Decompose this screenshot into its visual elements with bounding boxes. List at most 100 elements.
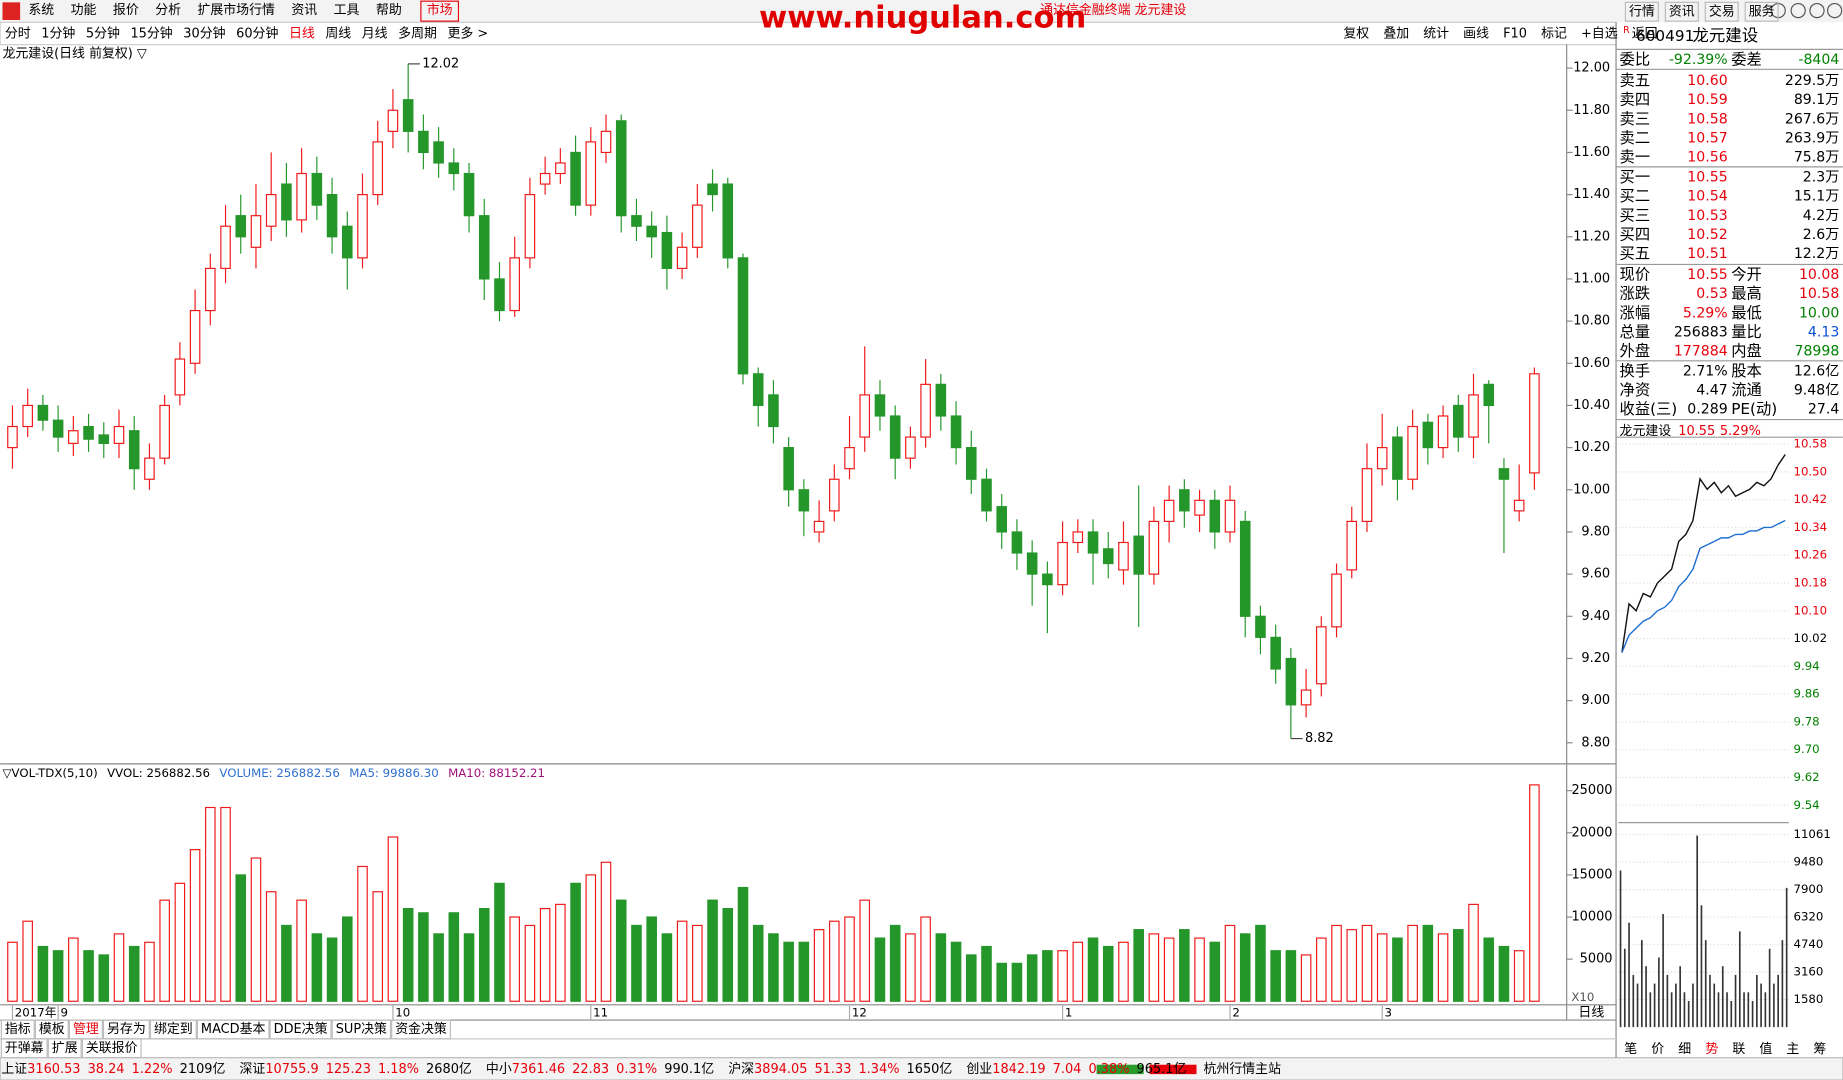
period-button[interactable]: 月线	[362, 27, 388, 42]
quote-label: 外盘	[1620, 342, 1651, 360]
bottom-tab[interactable]: 绑定到	[154, 1022, 193, 1037]
mini-tab[interactable]: 细	[1678, 1042, 1691, 1057]
menu-item[interactable]: 扩展市场行情	[197, 2, 275, 18]
top-button[interactable]: 交易	[1709, 3, 1735, 19]
menu-item[interactable]: 帮助	[376, 3, 402, 18]
bottom-tab[interactable]: 另存为	[107, 1022, 146, 1037]
tool-button[interactable]: F10	[1503, 27, 1527, 42]
period-button[interactable]: 15分钟	[130, 26, 172, 42]
book-volume: 4.2万	[1803, 208, 1840, 224]
bottom-tab[interactable]: 指标	[5, 1022, 31, 1037]
x-tick-label: 2017年	[15, 1006, 57, 1020]
extra-tab[interactable]: 关联报价	[86, 1041, 138, 1056]
volume-bar	[783, 941, 794, 1002]
candle-body	[1042, 573, 1053, 586]
quote-label: 流通	[1731, 381, 1762, 399]
mini-tab[interactable]: 势	[1705, 1041, 1718, 1057]
y-tick-label: 4740	[1793, 937, 1823, 951]
volume-bar	[1179, 929, 1190, 1002]
candle-body	[174, 358, 186, 396]
bottom-tab[interactable]: 资金决策	[395, 1021, 447, 1037]
quote-label: 今开	[1731, 265, 1762, 283]
annotation: 8.82	[1305, 731, 1334, 746]
volume-bar	[387, 836, 399, 1002]
y-tick-label: 10.00	[1573, 482, 1610, 497]
extra-tab[interactable]: 开弹幕	[5, 1041, 44, 1056]
menu-item[interactable]: 工具	[334, 3, 360, 18]
menu-item[interactable]: 资讯	[291, 3, 317, 18]
period-button[interactable]: 日线	[289, 27, 315, 42]
volume-bar	[813, 929, 825, 1002]
mini-tab[interactable]: 联	[1732, 1042, 1745, 1057]
quote-value: 177884	[1674, 344, 1728, 360]
tool-button[interactable]: 复权	[1343, 26, 1369, 42]
status-pct: 1.18%	[378, 1062, 419, 1077]
window-button[interactable]	[1826, 2, 1843, 19]
y-tick-label: 1580	[1793, 992, 1823, 1006]
bottom-tab[interactable]: 模板	[39, 1022, 65, 1037]
tool-button[interactable]: +自选	[1581, 27, 1618, 42]
period-button[interactable]: 多周期	[398, 27, 437, 42]
market-tab[interactable]: 市场	[427, 2, 453, 18]
mini-tab[interactable]: 笔	[1624, 1041, 1637, 1057]
top-button-frame	[1664, 1, 1699, 22]
bottom-tab[interactable]: 管理	[73, 1022, 99, 1037]
candle-body	[311, 172, 323, 206]
volume-bar	[1483, 937, 1495, 1002]
menu-item[interactable]: 报价	[113, 3, 139, 18]
status-change: 125.23	[326, 1062, 371, 1077]
menu-item[interactable]: 功能	[71, 3, 97, 18]
candle-body	[1316, 626, 1327, 685]
tool-button[interactable]: 返回	[1632, 27, 1658, 42]
top-button[interactable]: 服务	[1749, 3, 1775, 19]
period-button[interactable]: 5分钟	[86, 26, 120, 42]
period-button[interactable]: 1分钟	[41, 26, 75, 42]
tool-button[interactable]: 画线	[1463, 27, 1489, 42]
candle-body	[326, 194, 338, 238]
window-button[interactable]	[1809, 2, 1825, 19]
tool-button[interactable]: 叠加	[1383, 27, 1409, 42]
book-price: 10.59	[1687, 92, 1727, 108]
menu-item[interactable]: 系统	[28, 3, 54, 18]
candle-body	[205, 267, 216, 312]
mini-tab[interactable]: 值	[1759, 1041, 1772, 1057]
volume-bar	[37, 945, 49, 1002]
status-change: 7.04	[1053, 1062, 1082, 1077]
mini-tab[interactable]: 价	[1651, 1042, 1664, 1057]
candle-body	[509, 257, 520, 312]
volume-bar	[220, 806, 231, 1002]
tool-button[interactable]: 标记	[1541, 27, 1567, 42]
bottom-tab[interactable]: MACD基本	[201, 1022, 266, 1037]
bottom-tab[interactable]: DDE决策	[274, 1021, 328, 1037]
extra-tab[interactable]: 扩展	[52, 1041, 78, 1056]
candle-body	[1011, 531, 1023, 554]
book-volume: 2.6万	[1803, 227, 1840, 243]
volume-bar	[1422, 924, 1434, 1002]
candle-body	[798, 489, 810, 512]
mini-tab[interactable]: 筹	[1813, 1041, 1826, 1057]
watermark: www.niugulan.com	[759, 0, 1086, 35]
period-button[interactable]: 分时	[5, 27, 31, 42]
period-button[interactable]: 30分钟	[183, 26, 225, 42]
top-button[interactable]: 行情	[1629, 4, 1655, 19]
quote-value: 10.08	[1799, 267, 1839, 283]
period-button[interactable]: 60分钟	[236, 26, 278, 42]
volume-bar	[68, 937, 79, 1002]
tool-button[interactable]: 统计	[1423, 27, 1449, 42]
volume-bar	[1407, 924, 1418, 1002]
period-button[interactable]: 周线	[325, 27, 351, 42]
bottom-tab[interactable]: SUP决策	[336, 1021, 387, 1037]
period-button[interactable]: 更多 >	[447, 27, 488, 42]
status-icon	[1096, 1064, 1197, 1075]
candle-body	[1194, 499, 1205, 516]
candle-body	[1483, 383, 1495, 407]
volume-bar	[1376, 933, 1388, 1002]
candle-body	[281, 183, 292, 221]
mini-tab[interactable]: 主	[1786, 1042, 1799, 1057]
quote-label: 现价	[1620, 265, 1651, 283]
top-button[interactable]: 资讯	[1669, 4, 1695, 19]
candle-body	[1376, 447, 1388, 470]
y-tick-label: 10.40	[1573, 398, 1610, 413]
window-button[interactable]	[1790, 2, 1806, 19]
menu-item[interactable]: 分析	[155, 3, 181, 18]
